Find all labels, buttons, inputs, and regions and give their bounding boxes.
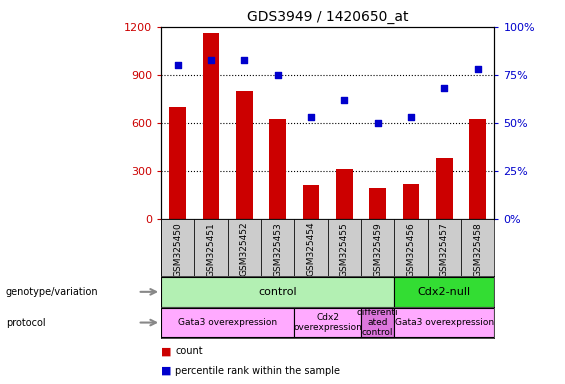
Bar [470, 119, 486, 219]
Text: ■: ■ [161, 366, 172, 376]
Point [440, 85, 449, 91]
Text: percentile rank within the sample: percentile rank within the sample [175, 366, 340, 376]
Text: Cdx2-null: Cdx2-null [418, 287, 471, 297]
Text: control: control [258, 287, 297, 297]
Text: Gata3 overexpression: Gata3 overexpression [395, 318, 494, 327]
Point [273, 72, 282, 78]
Text: ■: ■ [161, 346, 172, 356]
Text: differenti
ated
control: differenti ated control [357, 308, 398, 338]
Bar [161, 277, 394, 306]
Text: GSM325455: GSM325455 [340, 222, 349, 276]
Point [240, 56, 249, 63]
Bar [228, 219, 261, 276]
Bar [194, 219, 228, 276]
Title: GDS3949 / 1420650_at: GDS3949 / 1420650_at [247, 10, 408, 25]
Point [173, 62, 182, 68]
Bar [361, 308, 394, 337]
Point [306, 114, 315, 120]
Text: genotype/variation: genotype/variation [6, 287, 98, 297]
Bar [394, 308, 494, 337]
Point [373, 120, 382, 126]
Bar [436, 158, 453, 219]
Bar [370, 188, 386, 219]
Bar [394, 277, 494, 306]
Bar [361, 219, 394, 276]
Bar [236, 91, 253, 219]
Point [406, 114, 415, 120]
Bar [270, 119, 286, 219]
Bar [161, 308, 294, 337]
Bar [161, 219, 194, 276]
Point [206, 56, 215, 63]
Bar [394, 219, 428, 276]
Bar [428, 219, 461, 276]
Bar [303, 185, 319, 219]
Bar [203, 33, 219, 219]
Text: protocol: protocol [6, 318, 45, 328]
Bar [328, 219, 361, 276]
Bar [170, 107, 186, 219]
Text: count: count [175, 346, 203, 356]
Bar [336, 169, 353, 219]
Text: GSM325451: GSM325451 [207, 222, 215, 276]
Point [340, 97, 349, 103]
Text: GSM325450: GSM325450 [173, 222, 182, 276]
Text: GSM325456: GSM325456 [407, 222, 415, 276]
Text: Cdx2
overexpression: Cdx2 overexpression [293, 313, 362, 332]
Text: GSM325459: GSM325459 [373, 222, 382, 276]
Text: GSM325454: GSM325454 [307, 222, 315, 276]
Bar [261, 219, 294, 276]
Text: GSM325452: GSM325452 [240, 222, 249, 276]
Bar [294, 219, 328, 276]
Text: GSM325457: GSM325457 [440, 222, 449, 276]
Bar [403, 184, 419, 219]
Point [473, 66, 482, 72]
Text: GSM325458: GSM325458 [473, 222, 482, 276]
Text: Gata3 overexpression: Gata3 overexpression [178, 318, 277, 327]
Bar [294, 308, 361, 337]
Bar [461, 219, 494, 276]
Text: GSM325453: GSM325453 [273, 222, 282, 276]
